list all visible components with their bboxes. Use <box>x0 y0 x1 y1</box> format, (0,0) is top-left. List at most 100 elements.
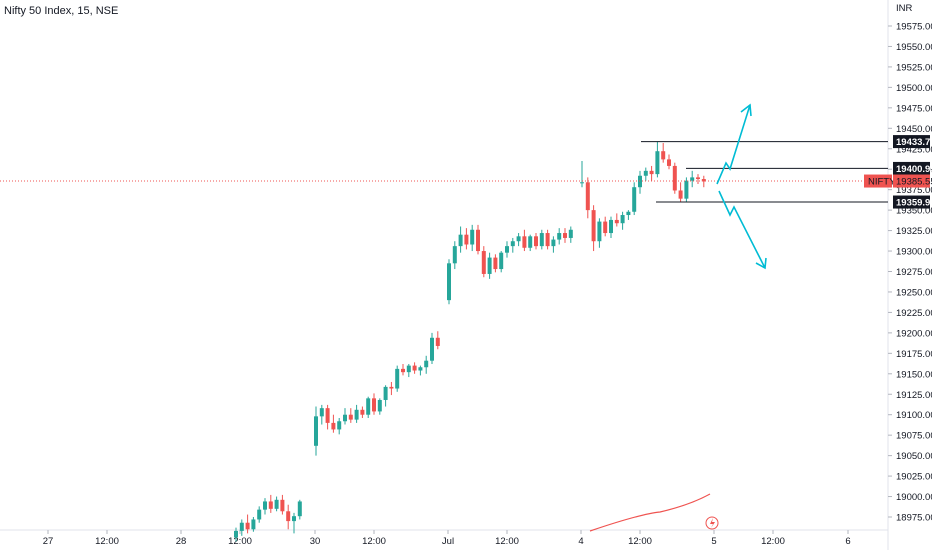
candle-body <box>452 246 457 264</box>
candle-body <box>377 399 382 412</box>
x-tick-label: 12:00 <box>495 536 519 547</box>
y-tick-label: 19550.00 <box>896 42 932 53</box>
candle-body <box>661 151 666 160</box>
y-tick-label: 19275.00 <box>896 267 932 278</box>
candle-body <box>348 414 353 420</box>
candle-body <box>585 182 590 211</box>
level-price-tag <box>893 135 930 149</box>
x-tick-label: 30 <box>310 536 321 547</box>
candle-body <box>292 516 296 522</box>
candle-body <box>493 257 498 270</box>
candle-body <box>337 421 342 430</box>
bullish-arrowhead <box>740 103 752 117</box>
last-price-label: 19385.55 <box>896 177 932 188</box>
candle-body <box>447 263 451 301</box>
candle-body <box>510 241 515 247</box>
candle-body <box>580 182 584 184</box>
candle-body <box>684 180 689 199</box>
bullish-projection-arrow <box>716 104 751 185</box>
y-tick-label: 19225.00 <box>896 308 932 319</box>
candle-body <box>257 509 262 520</box>
candle-body <box>372 398 376 412</box>
currency-label: INR <box>896 3 913 14</box>
candle-body <box>563 233 567 238</box>
level-price-tag <box>893 161 930 175</box>
candle-body <box>268 501 273 509</box>
x-tick-label: 6 <box>845 536 850 547</box>
candle-body <box>649 170 654 175</box>
x-tick-label: 28 <box>176 536 187 547</box>
bearish-projection-arrow <box>718 190 766 269</box>
level-price-label: 19400.95 <box>896 164 932 175</box>
candle-body <box>412 365 417 371</box>
candle-body <box>545 233 550 247</box>
y-tick-label: 19350.00 <box>896 206 932 217</box>
x-tick-label: 4 <box>578 536 583 547</box>
x-tick-label: 12:00 <box>228 536 252 547</box>
candle-body <box>551 239 556 247</box>
y-tick-label: 19150.00 <box>896 369 932 380</box>
candle-body <box>678 190 683 199</box>
y-tick-label: 19000.00 <box>896 492 932 503</box>
candle-body <box>331 422 336 430</box>
candle-body <box>274 499 279 509</box>
candle-body <box>354 409 359 420</box>
candle-body <box>280 499 285 512</box>
candle-body <box>325 408 330 423</box>
y-tick-label: 19175.00 <box>896 349 932 360</box>
candle-body <box>470 229 475 245</box>
candle-body <box>667 159 671 166</box>
y-tick-label: 19250.00 <box>896 287 932 298</box>
candle-body <box>632 187 637 212</box>
candle-body <box>366 398 371 415</box>
y-tick-label: 18975.00 <box>896 513 932 524</box>
y-tick-label: 19575.00 <box>896 22 932 33</box>
y-tick-label: 19375.00 <box>896 185 932 196</box>
candle-body <box>655 151 660 175</box>
candle-body <box>263 501 267 510</box>
y-tick-label: 19500.00 <box>896 83 932 94</box>
x-tick-label: 27 <box>43 536 54 547</box>
candle-body <box>522 236 527 248</box>
indicator-line <box>589 493 711 532</box>
candle-body <box>395 368 400 389</box>
y-tick-label: 19200.00 <box>896 328 932 339</box>
level-price-label: 19433.75 <box>896 137 932 148</box>
candle-body <box>539 233 544 247</box>
x-tick-label: 5 <box>711 536 716 547</box>
candle-body <box>487 257 492 274</box>
candle-body <box>690 177 695 181</box>
candle-body <box>435 337 440 346</box>
chart-title: Nifty 50 Index, 15, NSE <box>4 5 119 17</box>
candle-body <box>568 229 573 238</box>
y-tick-label: 19050.00 <box>896 451 932 462</box>
candle-body <box>672 165 677 191</box>
y-tick-label: 19025.00 <box>896 472 932 483</box>
candle-body <box>319 408 324 417</box>
y-tick-label: 19300.00 <box>896 247 932 258</box>
x-tick-label: 12:00 <box>628 536 652 547</box>
candle-body <box>528 236 533 248</box>
candle-body <box>234 530 238 538</box>
candle-body <box>534 236 538 247</box>
candle-body <box>701 179 706 182</box>
candle-body <box>603 221 608 234</box>
y-tick-label: 19100.00 <box>896 410 932 421</box>
candle-body <box>360 409 365 415</box>
candle-body <box>430 337 434 361</box>
x-tick-label: 12:00 <box>761 536 785 547</box>
y-tick-label: 19525.00 <box>896 62 932 73</box>
symbol-tag-label: NIFTY <box>868 177 896 188</box>
candle-body <box>418 367 423 371</box>
y-tick-label: 19125.00 <box>896 390 932 401</box>
candle-body <box>499 252 504 270</box>
y-tick-label: 19425.00 <box>896 144 932 155</box>
level-price-label: 19359.90 <box>896 198 932 209</box>
candle-body <box>696 177 700 180</box>
candle-body <box>609 219 613 234</box>
x-tick-label: 12:00 <box>362 536 386 547</box>
candle-body <box>620 215 625 224</box>
last-price-tag <box>893 174 930 188</box>
level-price-tag <box>893 195 930 209</box>
